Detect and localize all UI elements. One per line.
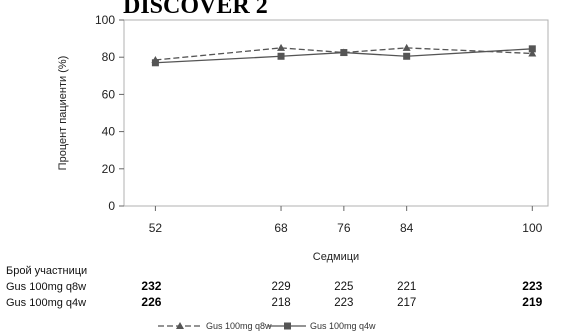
y-tick-label: 20 <box>102 162 116 176</box>
plot-area: 0 20 40 60 80 100 52 68 76 84 100 <box>95 13 549 235</box>
x-tick-label: 84 <box>400 221 414 235</box>
series-2-point <box>277 52 285 60</box>
table-cell: 223 <box>522 279 542 293</box>
legend-label-1: Gus 100mg q8w <box>206 321 272 331</box>
table-cell: 221 <box>397 281 416 293</box>
table-cell: 229 <box>271 281 290 293</box>
chart-title: DISCOVER 2 <box>123 0 268 19</box>
table-cell: 226 <box>141 295 161 309</box>
legend-label-2: Gus 100mg q4w <box>310 321 376 331</box>
plot-frame <box>123 19 549 207</box>
x-axis-label: Седмици <box>313 251 359 263</box>
series-2-point <box>403 52 411 60</box>
legend-marker-2 <box>284 322 291 330</box>
series-2-point <box>151 59 159 67</box>
legend-marker-1 <box>176 322 184 329</box>
table-row-label: Gus 100mg q4w <box>6 297 86 309</box>
table-cell: 223 <box>334 297 353 309</box>
y-axis-label: Процент пациенти (%) <box>57 56 69 171</box>
x-tick-label: 52 <box>149 221 163 235</box>
series-1-point <box>277 43 286 51</box>
series-2-point <box>528 45 536 53</box>
at-risk-table: Брой участници Gus 100mg q8w 232 229 225 221 2… <box>6 265 543 309</box>
table-cell: 218 <box>271 297 290 309</box>
series-1-point <box>402 43 411 51</box>
table-cell: 219 <box>522 295 542 309</box>
series-2-point <box>340 49 348 57</box>
x-tick-label: 100 <box>522 221 542 235</box>
x-tick-label: 68 <box>274 221 288 235</box>
series-1-point <box>528 49 537 57</box>
legend: Gus 100mg q8w Gus 100mg q4w <box>158 321 376 331</box>
y-tick-label: 0 <box>108 199 115 213</box>
table-cell: 225 <box>334 281 353 293</box>
x-tick-label: 76 <box>337 221 351 235</box>
table-cell: 232 <box>141 279 161 293</box>
table-header: Брой участници <box>6 265 87 277</box>
y-tick-label: 80 <box>102 50 116 64</box>
y-tick-label: 60 <box>102 87 116 101</box>
table-cell: 217 <box>397 297 416 309</box>
y-tick-label: 100 <box>95 13 115 27</box>
table-row-label: Gus 100mg q8w <box>6 281 86 293</box>
y-tick-label: 40 <box>102 125 116 139</box>
